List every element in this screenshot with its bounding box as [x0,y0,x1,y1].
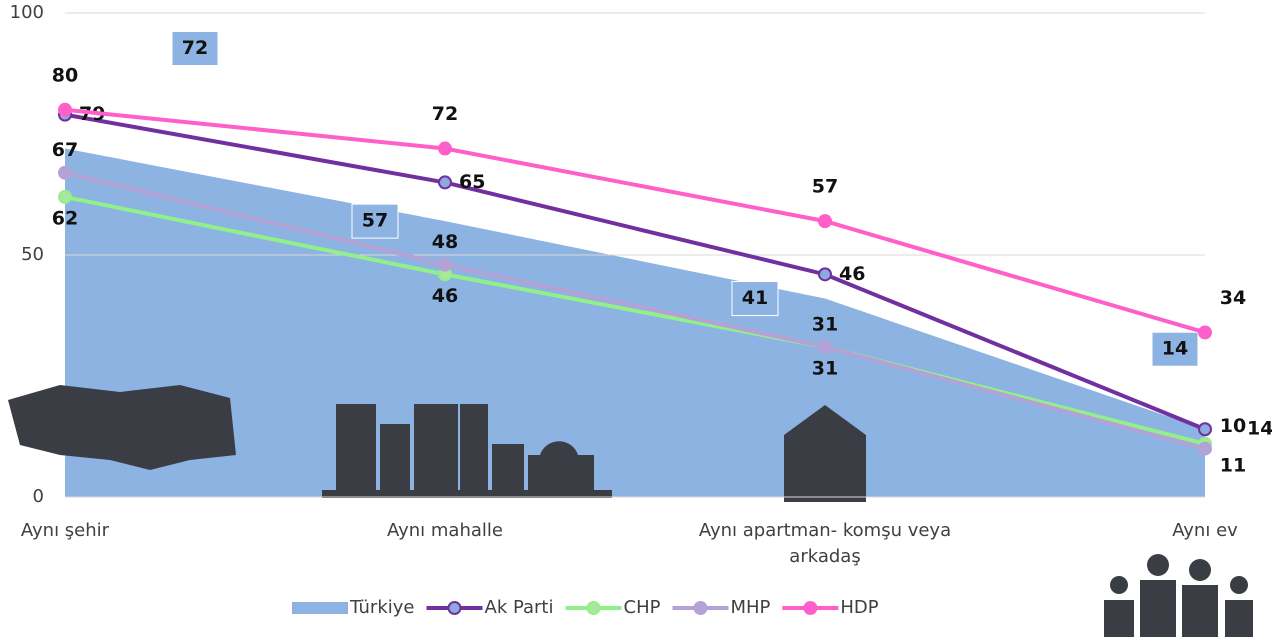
x-tick-label: Aynı apartman- komşu veya arkadaş [698,520,952,567]
data-label: 34 [1220,287,1246,309]
legend-swatch [693,601,708,615]
marker [438,257,452,272]
data-label: 41 [742,287,768,309]
family-icon [1147,554,1169,576]
city-icon [322,490,612,498]
map-icon [8,385,236,470]
data-label: 14 [1247,418,1272,440]
city-icon [460,404,488,492]
legend-swatch [447,601,462,615]
y-tick-label: 100 [10,2,44,23]
marker [58,189,72,204]
marker [58,102,72,117]
legend-label: Türkiye [349,597,415,618]
data-label: 14 [1162,338,1188,360]
data-label: 72 [182,37,208,59]
data-label-box [171,31,219,67]
marker [1198,422,1212,437]
city-icon [414,404,458,492]
line [64,170,1206,451]
data-label: 10 [1220,415,1246,437]
data-label: 46 [839,263,865,285]
city-icon [492,444,524,492]
data-label-box [351,203,399,239]
legend-label: HDP [840,597,878,618]
legend-label: Ak Parti [485,597,554,618]
family-icon [1110,576,1128,594]
area [65,148,1205,497]
marker [818,267,832,282]
legend-swatch [292,602,348,614]
legend-label: CHP [624,597,661,618]
legend-swatch [586,601,601,615]
family-icon [1189,559,1211,581]
data-label: 67 [52,139,78,161]
decor [8,385,1253,637]
marker [438,141,452,156]
city-icon [380,424,410,492]
data-label: 72 [432,103,458,125]
data-label: 46 [432,285,458,307]
x-tick-label: Aynı şehir [20,520,110,541]
line [64,107,1206,335]
data-label: 11 [1220,454,1246,476]
x-tick-label: Aynı mahalle [387,520,503,541]
line [64,194,1206,446]
city-icon [528,441,594,492]
marker [438,175,452,190]
data-label: 31 [812,357,838,379]
line [64,112,1206,432]
data-label: 57 [812,176,838,198]
y-tick-label: 50 [21,244,44,265]
legend-swatch [803,601,818,615]
marker [818,214,832,229]
data-label: 48 [432,231,458,253]
y-tick-label: 0 [33,486,44,507]
marker [818,339,832,354]
data-label-box [1151,331,1199,367]
family-icon [1104,580,1253,637]
data-label: 31 [812,313,838,335]
marker [1198,325,1212,340]
marker [1198,441,1212,456]
data-label-box [731,281,779,317]
house-icon [784,405,866,502]
legend-label: MHP [730,597,770,618]
data-label: 65 [459,171,485,193]
city-icon [336,404,376,492]
data-label: 80 [52,64,78,86]
family-icon [1230,576,1248,594]
data-label: 62 [52,207,78,229]
marker [58,165,72,180]
data-label: 57 [362,210,388,232]
x-tick-label: Aynı ev [1172,520,1238,541]
